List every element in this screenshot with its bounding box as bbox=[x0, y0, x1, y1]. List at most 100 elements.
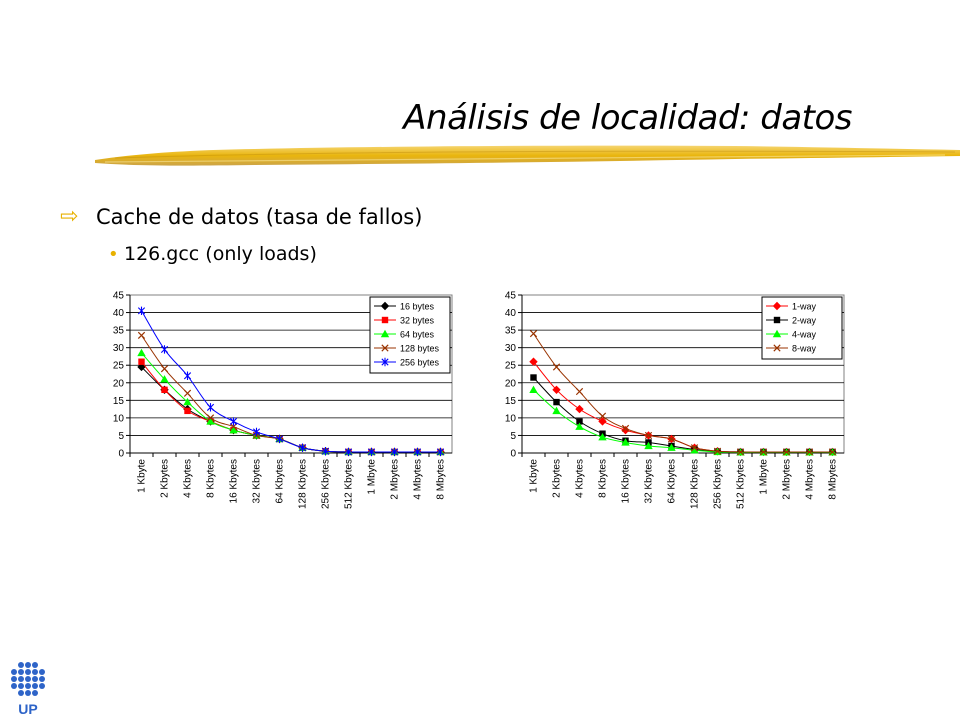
chart2-data-point bbox=[575, 404, 584, 414]
chart2-data-point bbox=[644, 431, 653, 440]
chart1-data-point bbox=[138, 358, 145, 365]
chart1-legend-marker bbox=[381, 316, 389, 324]
logo-text: UP bbox=[18, 701, 37, 716]
chart1-data-point bbox=[160, 375, 169, 383]
chart1-xtick-label: 4 Kbytes bbox=[183, 459, 194, 498]
chart1-data-point bbox=[206, 414, 215, 422]
chart2-data-point bbox=[667, 443, 676, 451]
chart2-xtick-label: 1 Mbyte bbox=[759, 459, 770, 495]
chart2-data-point bbox=[552, 385, 561, 394]
chart1-data-point bbox=[321, 447, 330, 456]
chart1-xtick-label: 128 Kbytes bbox=[298, 459, 309, 509]
chart1-data-point bbox=[183, 397, 192, 406]
chart2-series-3 bbox=[529, 329, 837, 456]
chart1-data-point bbox=[252, 427, 261, 437]
chart2-data-point bbox=[598, 433, 607, 441]
chart2-data-point bbox=[759, 448, 768, 456]
chart2-legend-label: 4-way bbox=[792, 330, 817, 340]
chart1-xtick-label: 8 Kbytes bbox=[206, 459, 217, 498]
chart2-legend-marker bbox=[772, 329, 782, 338]
chart2-data-point bbox=[782, 448, 791, 456]
chart2-ytick-label: 30 bbox=[505, 343, 517, 354]
chart2-ytick-label: 0 bbox=[510, 449, 516, 460]
chart1-data-point bbox=[160, 345, 169, 354]
chart1-ytick-label: 20 bbox=[113, 378, 125, 389]
chart2-xtick-label: 16 Kbytes bbox=[621, 459, 632, 503]
chart2-data-point bbox=[690, 444, 699, 452]
chart1-xtick-label: 2 Mbytes bbox=[390, 459, 401, 500]
chart1-data-point bbox=[137, 331, 146, 340]
chart-associativity: 0 5 10 15 20 25 30 35 40 45 1 Kbyte 2 Kbytes 4 Kbyte… bbox=[505, 291, 845, 509]
chart2-legend: 1-way 2-way 4-way 8-way bbox=[761, 296, 843, 360]
chart1-legend-marker bbox=[380, 329, 390, 338]
chart1-data-point bbox=[436, 447, 445, 457]
bullet-level1: ⇨ Cache de datos (tasa de fallos) bbox=[60, 204, 422, 229]
chart1-data-point bbox=[229, 425, 238, 434]
chart1-xtick-label: 512 Kbytes bbox=[344, 459, 355, 509]
chart1-xtick-label: 32 Kbytes bbox=[252, 459, 263, 503]
chart1-data-point bbox=[298, 443, 307, 452]
chart2-xtick-label: 2 Mbytes bbox=[782, 459, 793, 500]
chart2-data-point bbox=[690, 445, 699, 454]
chart2-data-point bbox=[529, 357, 538, 366]
chart1-data-point bbox=[137, 348, 146, 357]
chart2-data-point bbox=[575, 422, 584, 430]
chart2-xtick-label: 4 Kbytes bbox=[575, 459, 586, 498]
chart1-data-point bbox=[229, 417, 238, 426]
chart2-data-point bbox=[713, 447, 722, 455]
chart1-data-point bbox=[390, 447, 399, 457]
chart1-xtick-label: 256 Kbytes bbox=[321, 459, 332, 509]
chart2-data-point bbox=[552, 363, 561, 371]
chart2-data-point bbox=[828, 448, 837, 456]
chart1-data-point bbox=[206, 417, 215, 425]
chart1-ytick-label: 15 bbox=[113, 396, 125, 407]
chart2-legend-marker bbox=[773, 316, 781, 324]
chart2-legend-marker bbox=[772, 301, 782, 311]
chart2-data-point bbox=[575, 387, 584, 396]
chart1-data-point bbox=[183, 371, 192, 380]
chart2-data-point bbox=[805, 448, 814, 456]
chart1-legend-label: 16 bytes bbox=[400, 302, 435, 312]
chart1-data-point bbox=[367, 447, 376, 457]
chart2-ytick-label: 10 bbox=[505, 413, 517, 424]
chart2-legend-label: 8-way bbox=[792, 344, 817, 354]
chart2-data-point bbox=[576, 418, 583, 425]
chart2-data-point bbox=[621, 438, 630, 446]
chart2-data-point bbox=[530, 374, 537, 381]
chart1-data-point bbox=[413, 447, 422, 457]
chart1-data-point bbox=[275, 434, 284, 444]
chart1-ytick-label: 30 bbox=[113, 343, 125, 354]
chart2-xtick-label: 8 Kbytes bbox=[598, 459, 609, 498]
chart1-xtick-label: 1 Mbyte bbox=[367, 459, 378, 495]
chart-block-size: 0 5 10 15 20 25 30 35 40 45 1 Kbyte 2 Kbytes 4 Kbyte… bbox=[113, 291, 453, 509]
chart2-xtick-label: 8 Mbytes bbox=[828, 459, 839, 500]
chart1-xtick-label: 16 Kbytes bbox=[229, 459, 240, 503]
chart1-ytick-label: 5 bbox=[118, 431, 124, 442]
chart2-xtick-label: 1 Kbyte bbox=[529, 459, 540, 493]
chart1-legend-label: 128 bytes bbox=[400, 344, 440, 354]
chart1-xtick-label: 64 Kbytes bbox=[275, 459, 286, 503]
chart2-ytick-label: 45 bbox=[505, 291, 517, 302]
chart2-ytick-label: 40 bbox=[505, 308, 517, 319]
chart1-legend-marker bbox=[380, 301, 390, 311]
chart2-xtick-label: 32 Kbytes bbox=[644, 459, 655, 503]
chart2-xtick-label: 2 Kbytes bbox=[552, 459, 563, 498]
chart1-xtick-label: 1 Kbyte bbox=[137, 459, 148, 493]
chart2-legend-label: 2-way bbox=[792, 316, 817, 326]
chart2-ytick-label: 35 bbox=[505, 326, 517, 337]
up-logo: UP bbox=[11, 662, 45, 716]
arrow-bullet-icon: ⇨ bbox=[60, 204, 79, 229]
chart2-ytick-label: 20 bbox=[505, 378, 517, 389]
chart2-ytick-label: 25 bbox=[505, 361, 517, 372]
chart1-ytick-label: 10 bbox=[113, 413, 125, 424]
chart1-data-point bbox=[229, 423, 238, 431]
chart1-data-point bbox=[184, 407, 191, 415]
chart1-legend-label: 32 bytes bbox=[400, 316, 435, 326]
title-underline-brushstroke bbox=[95, 145, 960, 166]
chart1-ytick-label: 25 bbox=[113, 361, 125, 372]
chart1-xtick-label: 2 Kbytes bbox=[160, 459, 171, 498]
chart2-data-point bbox=[529, 329, 538, 338]
chart2-data-point bbox=[529, 385, 538, 393]
chart1-data-point bbox=[206, 403, 215, 412]
chart2-xtick-label: 128 Kbytes bbox=[690, 459, 701, 509]
